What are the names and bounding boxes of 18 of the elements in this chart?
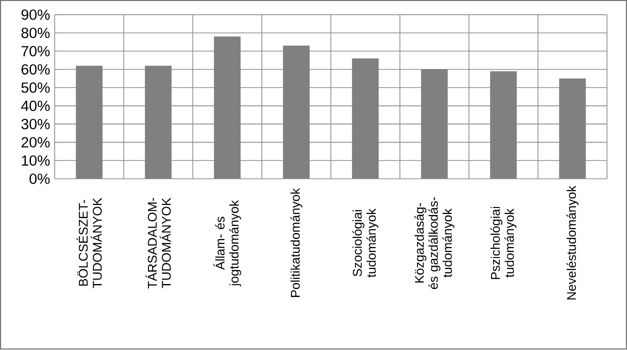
y-tick-label: 0% bbox=[30, 174, 50, 184]
x-tick-label: TÁRSADALOM-TUDOMÁNYOK bbox=[146, 198, 171, 289]
y-tick-label: 40% bbox=[21, 100, 50, 112]
y-tick-label: 10% bbox=[22, 156, 50, 166]
y-tick-label: 60% bbox=[22, 64, 50, 75]
x-tick-label: Szociológiai tudományok bbox=[352, 208, 378, 278]
x-tick-label: Közgazdaság- és gazdálkodás-tudományok bbox=[414, 197, 454, 290]
y-tick-label: 50% bbox=[21, 82, 50, 94]
x-tick-label: Politikatudományok bbox=[290, 188, 302, 298]
x-tick-label: Állam- és jogtudományok bbox=[213, 200, 242, 287]
y-tick-label: 30% bbox=[21, 119, 50, 130]
y-tick-label: 70% bbox=[22, 46, 50, 57]
y-tick-label: 80% bbox=[21, 28, 50, 38]
x-tick-label: Neveléstudományok bbox=[566, 186, 578, 300]
y-tick-label: 20% bbox=[22, 137, 50, 148]
y-tick-label: 90% bbox=[22, 10, 50, 20]
x-tick-label: Pszichológiai tudományok bbox=[490, 207, 516, 280]
x-tick-label: BÖLCSÉSZET-TUDOMÁNYOK bbox=[76, 198, 102, 288]
